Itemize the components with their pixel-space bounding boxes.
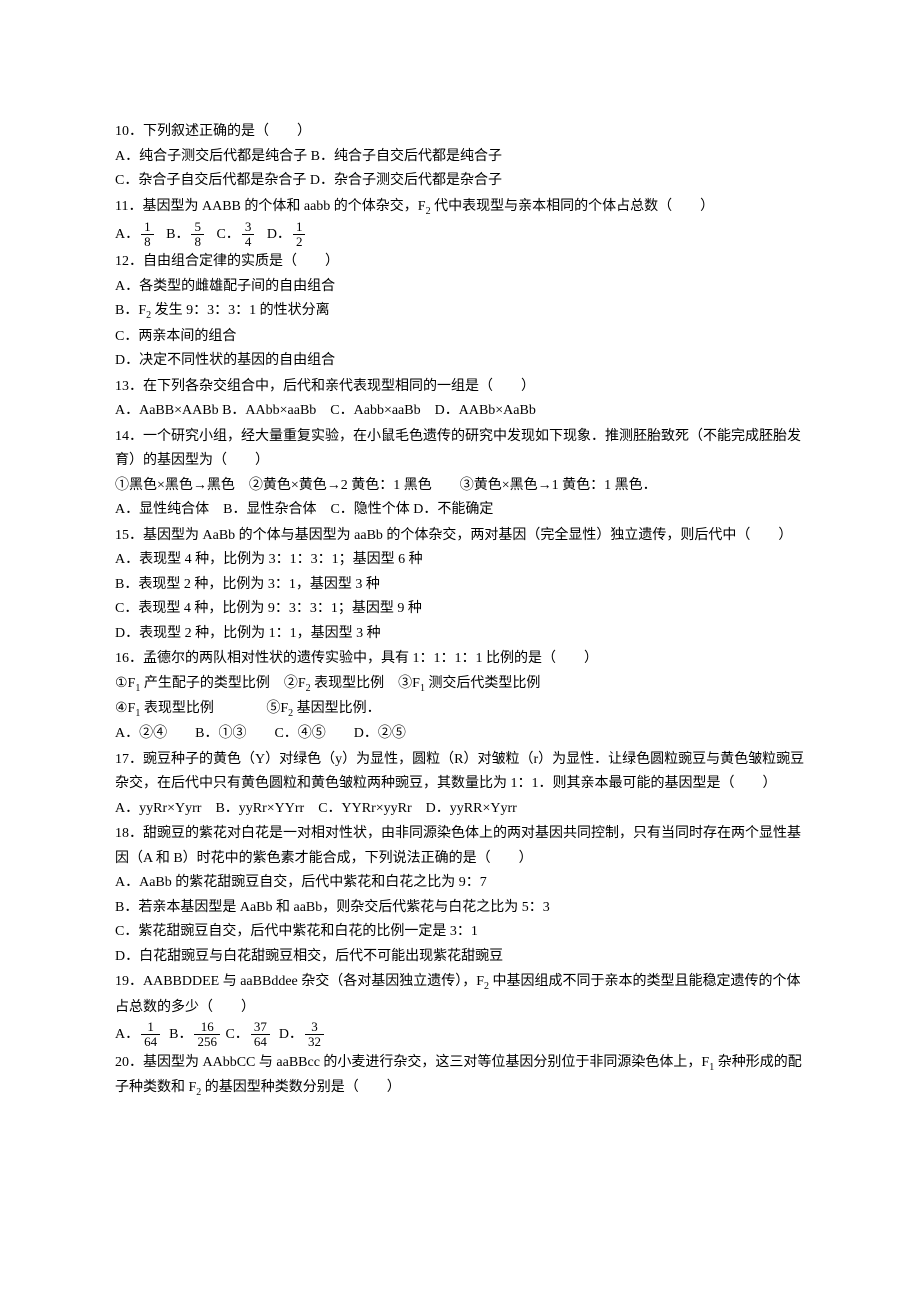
q11-a-label: A．: [115, 227, 139, 242]
q13-opts: A．AaBB×AABb B．AAbb×aaBb C．Aabb×aaBb D．AA…: [115, 399, 805, 424]
q11-c-den: 4: [242, 235, 255, 249]
q19-frac-a: 164: [141, 1020, 160, 1050]
q11-b-num: 5: [191, 220, 204, 235]
q19-b-num: 16: [194, 1020, 220, 1035]
q16-c1-before: ①F: [115, 676, 135, 691]
q19-c-label: C．: [225, 1027, 248, 1042]
q15-opt-c: C．表现型 4 种，比例为 9：3：3：1；基因型 9 种: [115, 597, 805, 622]
q11-d-num: 1: [293, 220, 306, 235]
q19-a-den: 64: [141, 1035, 160, 1049]
question-20: 20．基因型为 AAbbCC 与 aaBBcc 的小麦进行杂交，这三对等位基因分…: [115, 1051, 805, 1102]
q19-a-label: A．: [115, 1027, 139, 1042]
q14-opts: A．显性纯合体 B．显性杂合体 C．隐性个体 D．不能确定: [115, 498, 805, 523]
q11-stem: 11．基因型为 AABB 的个体和 aabb 的个体杂交，F2 代中表现型与亲本…: [115, 195, 805, 220]
q17-opts: A．yyRr×Yyrr B．yyRr×YYrr C．YYRr×yyRr D．yy…: [115, 797, 805, 822]
q20-stem-after: 的基因型种类数分别是（ ）: [201, 1080, 401, 1095]
question-17: 17．豌豆种子的黄色（Y）对绿色（y）为显性，圆粒（R）对皱粒（r）为显性．让绿…: [115, 748, 805, 822]
q19-options: A．164 B．16256 C．3764 D．332: [115, 1020, 805, 1050]
q16-c3-after: 测交后代类型比例: [425, 676, 541, 691]
q16-c4-before: ④F: [115, 701, 135, 716]
q13-stem: 13．在下列各杂交组合中，后代和亲代表现型相同的一组是（ ）: [115, 375, 805, 400]
q15-opt-b: B．表现型 2 种，比例为 3：1，基因型 3 种: [115, 573, 805, 598]
q19-frac-d: 332: [305, 1020, 324, 1050]
q20-stem: 20．基因型为 AAbbCC 与 aaBBcc 的小麦进行杂交，这三对等位基因分…: [115, 1051, 805, 1102]
question-12: 12．自由组合定律的实质是（ ） A．各类型的雌雄配子间的自由组合 B．F2 发…: [115, 250, 805, 373]
question-19: 19．AABBDDEE 与 aaBBddee 杂交（各对基因独立遗传），F2 中…: [115, 970, 805, 1049]
q15-opt-a: A．表现型 4 种，比例为 3：1：3：1；基因型 6 种: [115, 548, 805, 573]
q16-c5-before: ⑤F: [266, 701, 288, 716]
q19-c-den: 64: [251, 1035, 270, 1049]
q11-stem-before: 11．基因型为 AABB 的个体和 aabb 的个体杂交，F: [115, 199, 426, 214]
q11-d-den: 2: [293, 235, 306, 249]
q12-stem: 12．自由组合定律的实质是（ ）: [115, 250, 805, 275]
q16-opts: A．②④ B．①③ C．④⑤ D．②⑤: [115, 722, 805, 747]
q17-stem: 17．豌豆种子的黄色（Y）对绿色（y）为显性，圆粒（R）对皱粒（r）为显性．让绿…: [115, 748, 805, 797]
q18-opt-d: D．白花甜豌豆与白花甜豌豆相交，后代不可能出现紫花甜豌豆: [115, 945, 805, 970]
q19-a-num: 1: [141, 1020, 160, 1035]
q11-b-den: 8: [191, 235, 204, 249]
q18-stem: 18．甜豌豆的紫花对白花是一对相对性状，由非同源染色体上的两对基因共同控制，只有…: [115, 822, 805, 871]
q12-opt-a: A．各类型的雌雄配子间的自由组合: [115, 275, 805, 300]
q19-frac-c: 3764: [251, 1020, 270, 1050]
question-16: 16．孟德尔的两队相对性状的遗传实验中，具有 1：1：1：1 比例的是（ ） ①…: [115, 647, 805, 747]
q12-opt-d: D．决定不同性状的基因的自由组合: [115, 349, 805, 374]
q11-d-label: D．: [267, 227, 291, 242]
q11-a-den: 8: [141, 235, 154, 249]
q18-opt-c: C．紫花甜豌豆自交，后代中紫花和白花的比例一定是 3：1: [115, 920, 805, 945]
q19-frac-b: 16256: [194, 1020, 220, 1050]
q16-c2-after: 表现型比例: [311, 676, 385, 691]
q19-stem-before: 19．AABBDDEE 与 aaBBddee 杂交（各对基因独立遗传），F: [115, 974, 484, 989]
q19-b-den: 256: [194, 1035, 220, 1049]
q11-frac-c: 34: [242, 220, 255, 250]
q16-stem: 16．孟德尔的两队相对性状的遗传实验中，具有 1：1：1：1 比例的是（ ）: [115, 647, 805, 672]
q16-c4-after: 表现型比例: [140, 701, 214, 716]
q11-b-label: B．: [166, 227, 189, 242]
q15-opt-d: D．表现型 2 种，比例为 1：1，基因型 3 种: [115, 622, 805, 647]
q10-opts-cd: C．杂合子自交后代都是杂合子 D．杂合子测交后代都是杂合子: [115, 169, 805, 194]
q11-c-label: C．: [216, 227, 239, 242]
q16-c5-after: 基因型比例．: [293, 701, 381, 716]
q19-stem: 19．AABBDDEE 与 aaBBddee 杂交（各对基因独立遗传），F2 中…: [115, 970, 805, 1020]
q11-frac-d: 12: [293, 220, 306, 250]
q11-c-num: 3: [242, 220, 255, 235]
question-18: 18．甜豌豆的紫花对白花是一对相对性状，由非同源染色体上的两对基因共同控制，只有…: [115, 822, 805, 969]
question-10: 10．下列叙述正确的是（ ） A．纯合子测交后代都是纯合子 B．纯合子自交后代都…: [115, 120, 805, 194]
q19-c-num: 37: [251, 1020, 270, 1035]
q16-conditions-1: ①F1 产生配子的类型比例 ②F2 表现型比例 ③F1 测交后代类型比例: [115, 672, 805, 697]
q19-b-label: B．: [169, 1027, 192, 1042]
q12-b-before: B．F: [115, 303, 146, 318]
q11-frac-b: 58: [191, 220, 204, 250]
q11-frac-a: 18: [141, 220, 154, 250]
q10-stem: 10．下列叙述正确的是（ ）: [115, 120, 805, 145]
question-14: 14．一个研究小组，经大量重复实验，在小鼠毛色遗传的研究中发现如下现象．推测胚胎…: [115, 425, 805, 523]
q12-opt-c: C．两亲本间的组合: [115, 325, 805, 350]
q19-d-num: 3: [305, 1020, 324, 1035]
q19-d-den: 32: [305, 1035, 324, 1049]
q12-b-after: 发生 9：3：3：1 的性状分离: [151, 303, 330, 318]
q10-opts-ab: A．纯合子测交后代都是纯合子 B．纯合子自交后代都是纯合子: [115, 145, 805, 170]
q12-opt-b: B．F2 发生 9：3：3：1 的性状分离: [115, 299, 805, 324]
q19-d-label: D．: [279, 1027, 303, 1042]
question-13: 13．在下列各杂交组合中，后代和亲代表现型相同的一组是（ ） A．AaBB×AA…: [115, 375, 805, 424]
q16-c2-before: ②F: [284, 676, 306, 691]
q14-stem: 14．一个研究小组，经大量重复实验，在小鼠毛色遗传的研究中发现如下现象．推测胚胎…: [115, 425, 805, 474]
q18-opt-a: A．AaBb 的紫花甜豌豆自交，后代中紫花和白花之比为 9：7: [115, 871, 805, 896]
question-11: 11．基因型为 AABB 的个体和 aabb 的个体杂交，F 2 代中表现型与亲本…: [115, 195, 805, 250]
q16-c1-after: 产生配子的类型比例: [140, 676, 270, 691]
q11-options: A．18 B．58 C．34 D．12: [115, 220, 805, 250]
q11-a-num: 1: [141, 220, 154, 235]
q20-stem-before: 20．基因型为 AAbbCC 与 aaBBcc 的小麦进行杂交，这三对等位基因分…: [115, 1055, 709, 1070]
q16-conditions-2: ④F1 表现型比例 ⑤F2 基因型比例．: [115, 697, 805, 722]
question-15: 15．基因型为 AaBb 的个体与基因型为 aaBb 的个体杂交，两对基因（完全…: [115, 524, 805, 647]
q16-c3-before: ③F: [398, 676, 420, 691]
q11-stem-after: 代中表现型与亲本相同的个体占总数（ ）: [431, 199, 715, 214]
q14-conditions: ①黑色×黑色→黑色 ②黄色×黄色→2 黄色：1 黑色 ③黄色×黑色→1 黄色：1…: [115, 474, 805, 499]
q15-stem: 15．基因型为 AaBb 的个体与基因型为 aaBb 的个体杂交，两对基因（完全…: [115, 524, 805, 549]
q18-opt-b: B．若亲本基因型是 AaBb 和 aaBb，则杂交后代紫花与白花之比为 5：3: [115, 896, 805, 921]
